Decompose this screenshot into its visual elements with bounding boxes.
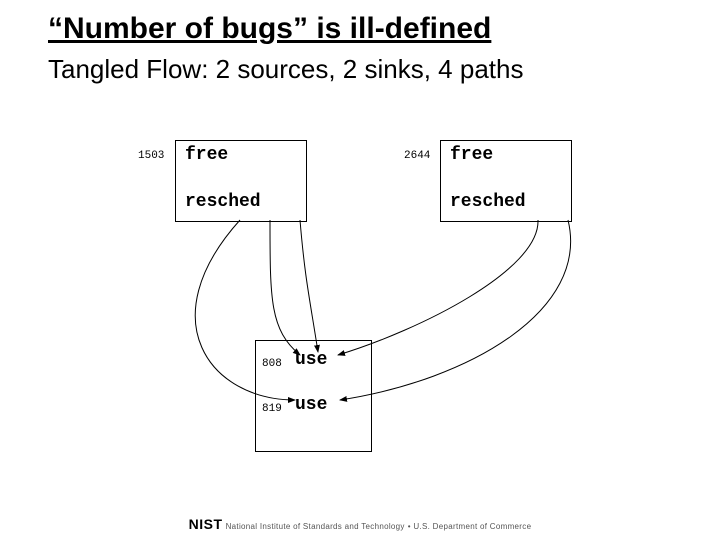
slide-subtitle: Tangled Flow: 2 sources, 2 sinks, 4 path… (48, 54, 523, 85)
slide-title: “Number of bugs” is ill-defined (48, 12, 491, 46)
nist-logo-subtext: National Institute of Standards and Tech… (226, 522, 405, 531)
code-label: resched (450, 192, 526, 212)
line-number: 808 (262, 358, 282, 370)
code-label: use (295, 395, 327, 415)
line-number: 2644 (404, 150, 430, 162)
flow-edge (270, 220, 300, 355)
nist-logo-text: NIST (189, 516, 223, 532)
flow-edge (338, 220, 538, 355)
footer-right: U.S. Department of Commerce (413, 522, 531, 531)
line-number: 819 (262, 403, 282, 415)
code-label: use (295, 350, 327, 370)
slide-stage: { "title": "\u201cNumber of bugs\u201d i… (0, 0, 720, 540)
flow-edge (300, 220, 318, 352)
line-number: 1503 (138, 150, 164, 162)
flow-edge (340, 220, 571, 400)
footer: NIST National Institute of Standards and… (0, 516, 720, 532)
code-label: free (450, 145, 493, 165)
code-label: resched (185, 192, 261, 212)
code-label: free (185, 145, 228, 165)
